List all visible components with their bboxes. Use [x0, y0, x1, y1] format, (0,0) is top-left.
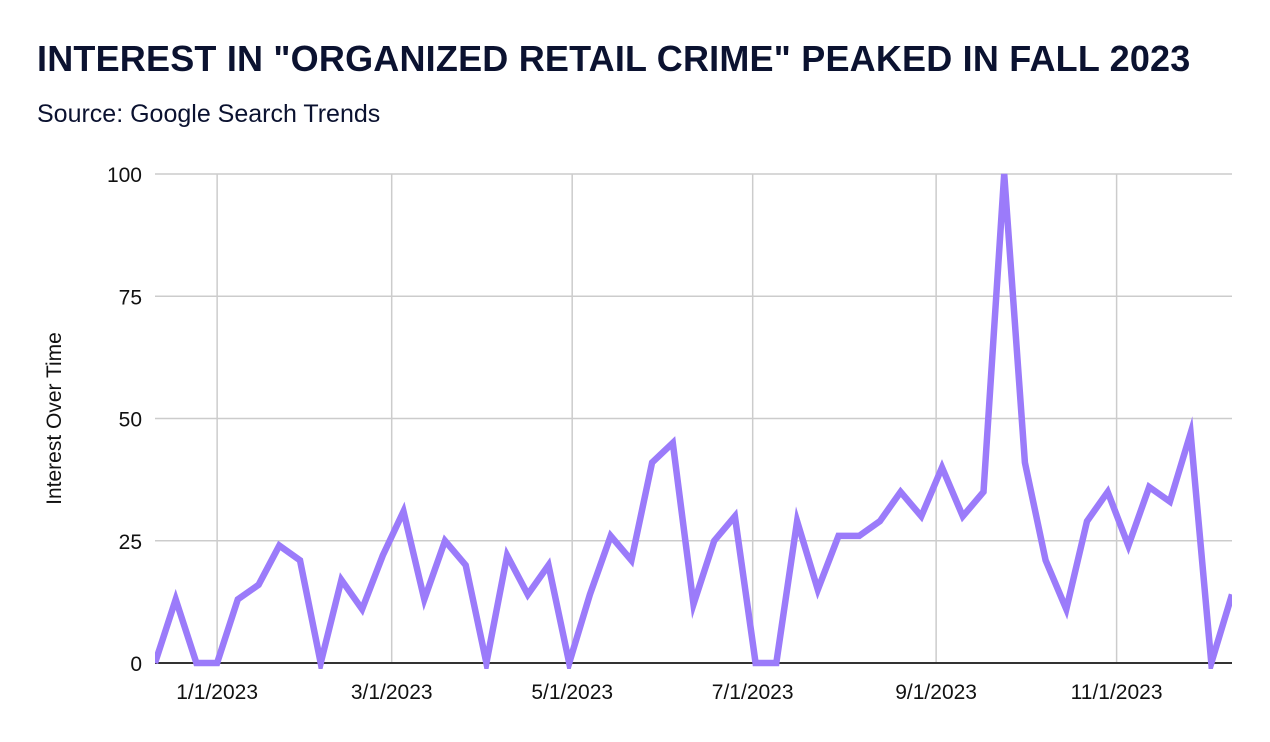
y-axis-label: Interest Over Time	[43, 332, 66, 505]
y-tick-label: 50	[119, 409, 142, 432]
y-tick-label: 0	[130, 653, 142, 676]
x-tick-label: 3/1/2023	[351, 681, 433, 704]
x-tick-label: 5/1/2023	[531, 681, 613, 704]
chart-title: INTEREST IN "ORGANIZED RETAIL CRIME" PEA…	[37, 38, 1191, 79]
y-tick-label: 75	[119, 286, 142, 309]
y-tick-label: 25	[119, 531, 142, 554]
x-tick-label: 11/1/2023	[1071, 681, 1163, 704]
series-line	[155, 173, 1232, 669]
chart-subtitle: Source: Google Search Trends	[37, 100, 381, 128]
y-tick-label: 100	[107, 164, 142, 187]
x-tick-label: 7/1/2023	[712, 681, 794, 704]
x-tick-label: 1/1/2023	[176, 681, 258, 704]
x-tick-label: 9/1/2023	[895, 681, 977, 704]
